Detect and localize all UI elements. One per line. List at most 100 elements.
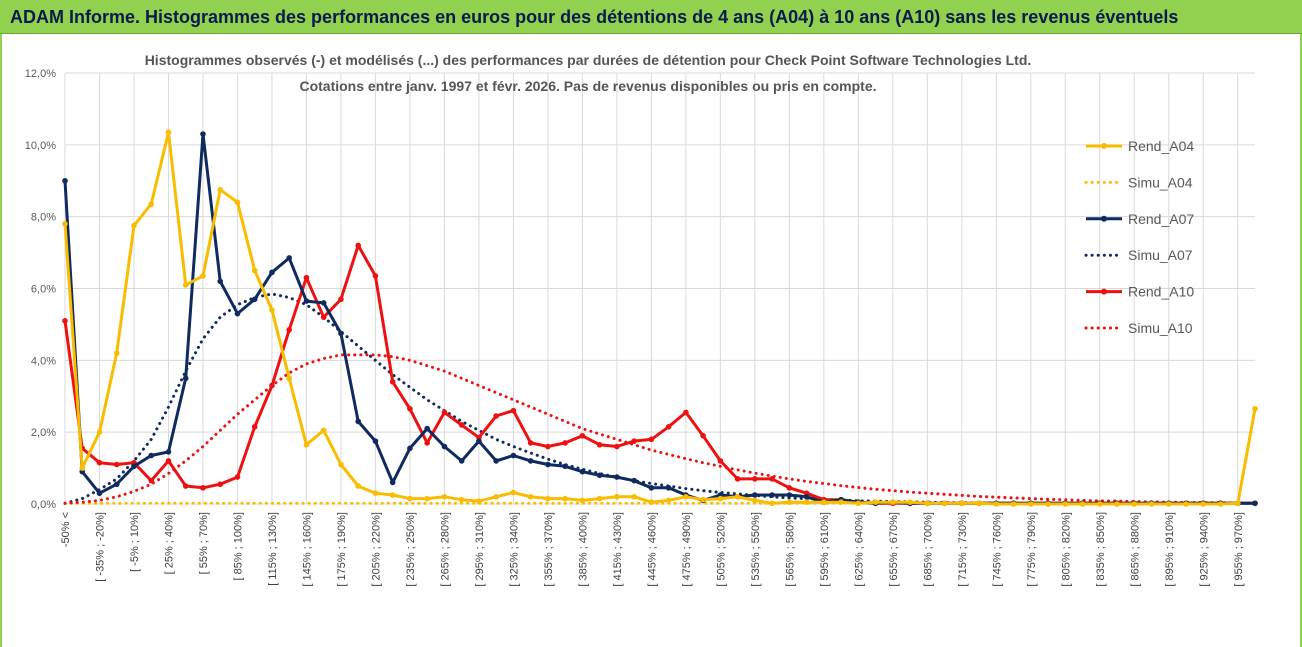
x-tick-label: [ 265% ; 280%] — [439, 512, 451, 587]
series-rend-a10-point — [579, 432, 586, 439]
series-rend-a04-point — [734, 494, 741, 500]
series-rend-a04-point — [200, 273, 206, 279]
series-rend-a10-point — [165, 458, 172, 464]
series-rend-a07-point — [579, 468, 586, 475]
x-tick-label: [ 895% ; 910%] — [1164, 512, 1176, 587]
x-tick-label: [ 775% ; 790%] — [1026, 512, 1038, 587]
series-rend-a10-point — [665, 423, 672, 430]
series-rend-a04-point — [683, 494, 689, 500]
left-border — [0, 34, 2, 647]
series-rend-a04-point — [148, 201, 155, 207]
series-rend-a04-point — [165, 129, 172, 136]
series-rend-a04-point — [476, 498, 482, 504]
series-rend-a10-point — [389, 379, 396, 385]
series-simu-a07-line — [63, 292, 1257, 505]
x-tick-label: [ 325% ; 340%] — [508, 512, 520, 587]
series-rend-a07-point — [148, 452, 155, 459]
x-tick-label: [ 715% ; 730%] — [957, 512, 969, 587]
series-rend-a04-point — [493, 494, 499, 500]
series-rend-a07-point — [665, 485, 672, 491]
series-rend-a04-point — [96, 429, 103, 435]
x-tick-label: -50% < — [60, 512, 72, 547]
series-rend-a04-point — [113, 350, 120, 356]
series-rend-a10-point — [683, 409, 689, 416]
series-rend-a04-point — [924, 500, 931, 507]
x-tick-label: [ 115% ; 130%] — [267, 512, 279, 586]
series-rend-a04-point — [1027, 501, 1034, 507]
series-rend-a07-point — [113, 481, 120, 488]
x-tick-label: [ 565% ; 580%] — [784, 512, 796, 587]
series-rend-a07-point — [389, 479, 396, 486]
header-title: ADAM Informe. Histogrammes des performan… — [10, 7, 1179, 27]
x-tick-label: [ 55% ; 70%] — [198, 512, 210, 574]
series-rend-a10-point — [269, 382, 275, 389]
series-rend-a04-point — [1131, 501, 1138, 507]
x-tick-label: [ 835% ; 850%] — [1095, 512, 1107, 587]
y-tick-label: 6,0% — [31, 284, 56, 296]
series-rend-a04-point — [803, 499, 810, 506]
series-rend-a04-point — [1062, 501, 1069, 507]
series-rend-a10-point — [441, 409, 448, 416]
series-rend-a04-point — [1217, 501, 1224, 507]
series-rend-a04-point — [596, 495, 603, 502]
series-rend-a04-point — [1079, 501, 1086, 507]
x-tick-label: [ 85% ; 100%] — [232, 512, 244, 581]
series-rend-a07-point — [200, 131, 206, 137]
series-rend-a04-point — [424, 495, 430, 502]
series-rend-a10-point — [545, 443, 551, 450]
series-rend-a10-point — [407, 406, 413, 412]
series-rend-a10-point — [752, 476, 758, 482]
series-rend-a04-point — [838, 499, 844, 506]
y-tick-label: 10,0% — [25, 140, 56, 152]
series-rend-a10-point — [527, 440, 534, 446]
series-rend-a07-point — [355, 418, 361, 425]
series-rend-a10-point — [96, 459, 103, 466]
series-rend-a04-line — [63, 130, 1257, 506]
x-tick-label: [ -5% ; 10%] — [129, 512, 141, 572]
series-rend-a10-point — [700, 432, 706, 439]
series-rend-a04-point — [79, 465, 86, 471]
series-rend-a04-point — [993, 501, 1000, 507]
series-rend-a07-point — [786, 492, 793, 498]
series-rend-a04-point — [1165, 501, 1172, 507]
series-rend-a07-point — [476, 438, 482, 444]
series-rend-a04-point — [545, 495, 551, 502]
series-rend-a07-point — [752, 492, 758, 498]
legend-rend-a04-marker — [1101, 143, 1107, 149]
x-tick-label: [ 865% ; 880%] — [1129, 512, 1141, 587]
legend-rend-a04-label: Rend_A04 — [1128, 138, 1194, 154]
series-rend-a10-point — [648, 436, 655, 443]
x-tick-label: [ 445% ; 460%] — [646, 512, 658, 587]
series-rend-a10-point — [493, 413, 499, 419]
chart-title-line-2: Cotations entre janv. 1997 et févr. 2026… — [299, 78, 876, 94]
x-tick-label: [ 385% ; 400%] — [577, 512, 589, 587]
series-rend-a04-point — [752, 497, 758, 504]
x-axis-ticks: -50% < [ -35% ; -20%] [ -5% ; 10%] [ 25% ; … — [60, 512, 1245, 587]
series-rend-a04-point — [441, 494, 448, 500]
series-rend-a10-point — [200, 485, 206, 491]
y-tick-label: 12,0% — [25, 68, 56, 80]
series-rend-a07-point — [510, 452, 517, 459]
series-rend-a04-point — [648, 499, 655, 506]
series-rend-a04-point — [251, 267, 258, 274]
y-axis-ticks: 0,0% 2,0% 4,0% 6,0% 8,0% 10,0% 12,0% — [25, 68, 56, 511]
legend: Rend_A04 Simu_A04 Rend_A07 Simu_A07 Rend_A10… — [1084, 138, 1194, 336]
series-rend-a07-point — [769, 492, 775, 498]
series-rend-a10-point — [148, 477, 155, 484]
series-rend-a07-point — [338, 330, 344, 337]
series-rend-a04-point — [665, 497, 672, 504]
x-tick-label: [ 25% ; 40%] — [163, 512, 175, 574]
series-rend-a07-point — [493, 458, 499, 464]
series-rend-a10-point — [614, 443, 620, 450]
series-rend-a04-point — [786, 499, 793, 506]
series-rend-a04-point — [941, 500, 948, 507]
series-rend-a10-point — [786, 485, 793, 491]
y-tick-label: 4,0% — [31, 355, 56, 367]
chart-title-line-1: Histogrammes observés (-) et modélisés (… — [145, 52, 1032, 68]
series-rend-a07-point — [562, 463, 568, 470]
series-rend-a10-line — [63, 243, 1255, 505]
x-tick-label: [ 415% ; 430%] — [612, 512, 624, 587]
series-rend-a04-point — [182, 282, 189, 288]
x-tick-label: [ 955% ; 970%] — [1233, 512, 1245, 587]
x-tick-label: [ 625% ; 640%] — [853, 512, 865, 587]
